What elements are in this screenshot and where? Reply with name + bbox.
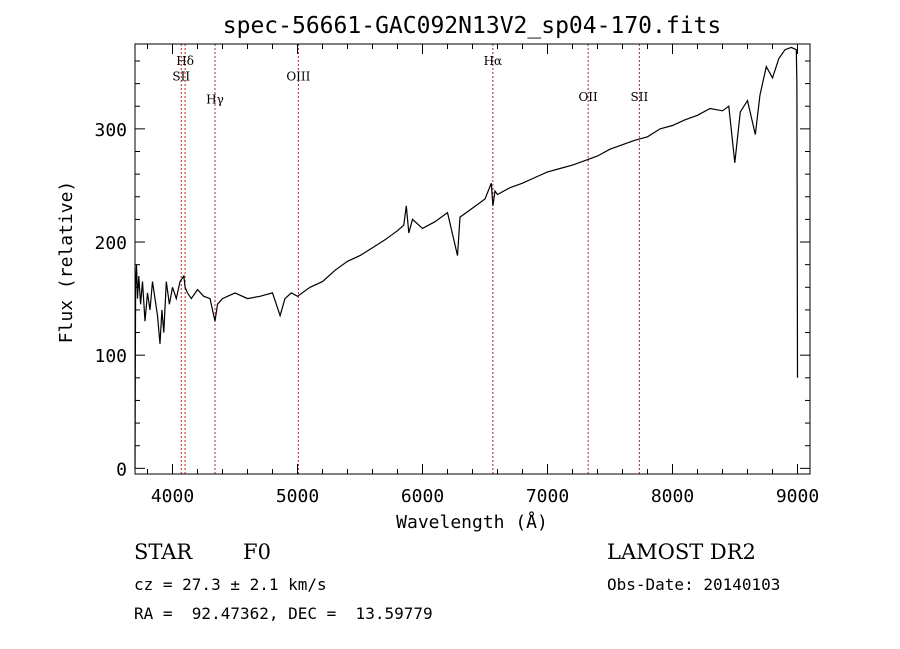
y-axis-ticks: 0 100 200 300 — [94, 60, 810, 480]
x-axis-label: Wavelength (Å) — [396, 511, 548, 533]
x-tick-label: 6000 — [401, 486, 444, 507]
spectrum-line — [134, 46, 799, 469]
obs-date: Obs-Date: 20140103 — [607, 575, 781, 594]
chart-title: spec-56661-GAC092N13V2_sp04-170.fits — [223, 13, 722, 39]
marker-label: SII — [631, 90, 649, 104]
marker-label: Hα — [484, 54, 503, 68]
y-axis-label: Flux (relative) — [56, 181, 77, 344]
y-tick-label: 300 — [94, 120, 127, 141]
survey-name: LAMOST DR2 — [607, 540, 756, 564]
marker-label: Hδ — [176, 54, 194, 68]
x-axis-ticks: 4000 5000 6000 7000 8000 9000 — [147, 44, 819, 507]
spectral-subclass: F0 — [243, 540, 271, 564]
line-markers: Hδ SII Hγ OIII Hα OII SII — [172, 44, 648, 474]
marker-label: SII — [172, 70, 190, 84]
y-tick-label: 200 — [94, 233, 127, 254]
x-tick-label: 8000 — [651, 486, 694, 507]
marker-label: Hγ — [206, 92, 224, 106]
x-tick-label: 4000 — [151, 486, 194, 507]
marker-label: OIII — [286, 70, 310, 84]
coordinates: RA = 92.47362, DEC = 13.59779 — [134, 604, 433, 623]
y-tick-label: 100 — [94, 346, 127, 367]
x-tick-label: 9000 — [776, 486, 819, 507]
redshift-readout: cz = 27.3 ± 2.1 km/s — [134, 575, 327, 594]
object-type: STAR — [134, 540, 193, 564]
x-tick-label: 7000 — [526, 486, 569, 507]
x-tick-label: 5000 — [276, 486, 319, 507]
y-tick-label: 0 — [116, 459, 127, 480]
marker-label: OII — [578, 90, 598, 104]
